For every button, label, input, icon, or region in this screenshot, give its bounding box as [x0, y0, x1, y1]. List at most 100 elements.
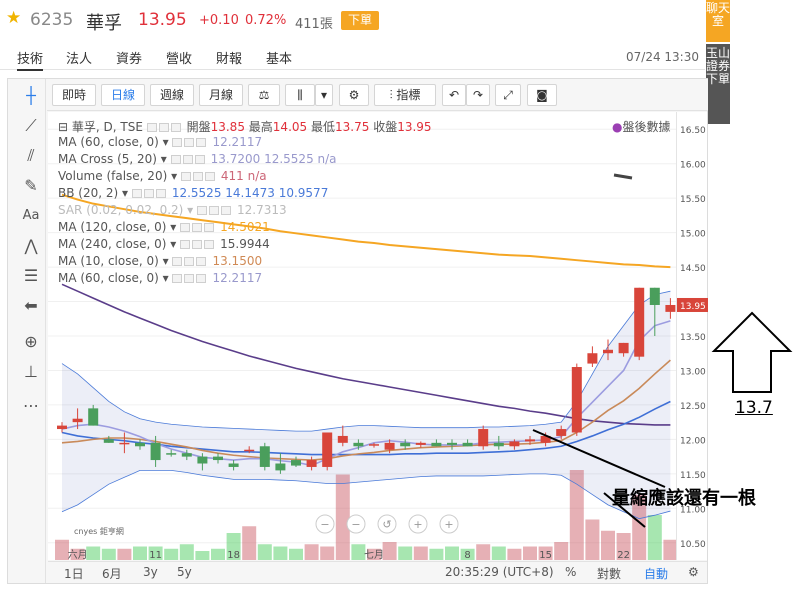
indicator-button-icon[interactable]: [143, 189, 154, 198]
pattern-icon[interactable]: ⋀: [24, 236, 38, 255]
indicator-button-icon[interactable]: [170, 155, 181, 164]
more-icon[interactable]: ⋯: [23, 396, 39, 415]
indicator-button-icon[interactable]: [131, 189, 142, 198]
text-tool-icon[interactable]: Aa: [22, 208, 40, 223]
indicator-button-icon[interactable]: [155, 189, 166, 198]
log-toggle[interactable]: 對數: [597, 567, 622, 581]
indicator-button-icon[interactable]: [172, 257, 183, 266]
tab-revenue[interactable]: 營收: [166, 52, 193, 67]
trendline-icon[interactable]: ⟋: [25, 116, 37, 135]
chatroom-link[interactable]: 聊天室: [706, 0, 730, 42]
indicator-button-icon[interactable]: [209, 206, 219, 215]
range-6m[interactable]: 6月: [102, 567, 122, 581]
chevron-down-icon[interactable]: ▾: [315, 84, 333, 106]
indicator-button-icon[interactable]: [221, 206, 231, 215]
low-label: 最低: [310, 120, 335, 134]
indicator-button-icon[interactable]: [204, 172, 215, 181]
bottom-gear-icon[interactable]: ⚙: [688, 565, 699, 579]
indicator-button-icon[interactable]: [184, 257, 195, 266]
volume-bar: [335, 474, 350, 560]
fibonacci-icon[interactable]: ☰: [23, 266, 39, 285]
legend-indicator-row[interactable]: SAR (0.02, 0.02, 0.2) ▾ 12.7313: [58, 203, 287, 217]
indicator-button-icon[interactable]: [180, 223, 191, 232]
indicator-button-icon[interactable]: [192, 240, 203, 249]
candle-type-icon[interactable]: ⫼: [285, 84, 315, 106]
brush-icon[interactable]: ✎: [24, 176, 38, 195]
legend-toggle-icon[interactable]: [146, 123, 157, 132]
chart-pane[interactable]: 六月1118七月815222cnyes 鉅亨網−−↺++: [48, 112, 705, 561]
after-market-label: 盤後數據: [622, 120, 671, 134]
indicator-button-icon[interactable]: [184, 274, 195, 283]
camera-icon[interactable]: ◙: [527, 84, 557, 106]
indicator-button[interactable]: ⫶ 指標: [374, 84, 436, 106]
price-axis[interactable]: 16.5016.0015.5015.0014.5014.0013.5013.00…: [676, 112, 708, 560]
percent-toggle[interactable]: %: [565, 565, 577, 579]
volume-bar: [663, 539, 678, 560]
indicator-button-icon[interactable]: [180, 240, 191, 249]
tab-basic[interactable]: 基本: [266, 52, 293, 67]
indicator-button-icon[interactable]: [196, 138, 207, 147]
y-tick-label: 13.00: [680, 367, 706, 377]
measure-icon[interactable]: ⊥: [24, 362, 38, 381]
indicator-button-icon[interactable]: [204, 223, 215, 232]
legend-indicator-row[interactable]: MA (240, close, 0) ▾ 15.9944: [58, 237, 270, 251]
indicator-button-icon[interactable]: [197, 206, 207, 215]
compare-icon[interactable]: ⚖: [248, 84, 280, 106]
tab-technical[interactable]: 技術: [17, 48, 44, 71]
daily-button[interactable]: 日線: [101, 84, 145, 106]
indicator-button-icon[interactable]: [204, 240, 215, 249]
crosshair-icon[interactable]: ┼: [26, 86, 36, 105]
legend-settings-icon[interactable]: [158, 123, 169, 132]
indicator-button-icon[interactable]: [196, 274, 207, 283]
candle-body: [337, 435, 348, 443]
volume-bar: [523, 546, 537, 560]
y-tick-label: 11.50: [680, 471, 706, 481]
indicator-button-icon[interactable]: [192, 172, 203, 181]
fullscreen-icon[interactable]: ⤢: [495, 84, 521, 106]
tab-margin[interactable]: 資券: [116, 52, 143, 67]
candle-body: [369, 444, 379, 446]
range-1d[interactable]: 1日: [64, 567, 84, 581]
order-button[interactable]: 下單: [341, 11, 379, 30]
undo-icon[interactable]: ↶: [442, 84, 466, 106]
indicator-button-icon[interactable]: [172, 138, 183, 147]
high-label: 最高: [248, 120, 273, 134]
legend-indicator-row[interactable]: BB (20, 2) ▾ 12.5525 14.1473 10.9577: [58, 186, 328, 200]
range-5y[interactable]: 5y: [177, 565, 192, 579]
legend-indicator-row[interactable]: MA (60, close, 0) ▾ 12.2117: [58, 271, 262, 285]
indicator-button-icon[interactable]: [194, 155, 205, 164]
volume-bar: [351, 544, 366, 560]
pitchfork-icon[interactable]: ⫽: [27, 146, 35, 165]
legend-indicator-row[interactable]: MA (60, close, 0) ▾ 12.2117: [58, 135, 262, 149]
indicator-button-icon[interactable]: [172, 274, 183, 283]
tab-financials[interactable]: 財報: [216, 52, 243, 67]
intraday-button[interactable]: 即時: [52, 84, 96, 106]
legend-close-icon[interactable]: [170, 123, 181, 132]
legend-indicator-row[interactable]: MA (120, close, 0) ▾ 14.5021: [58, 220, 270, 234]
weekly-button[interactable]: 週線: [150, 84, 194, 106]
indicator-button-icon[interactable]: [182, 155, 193, 164]
stock-name: 華孚: [86, 13, 122, 34]
star-icon[interactable]: ★: [6, 8, 22, 28]
arrow-left-icon[interactable]: ⬅: [24, 296, 38, 315]
legend-indicator-row[interactable]: Volume (false, 20) ▾ 411 n/a: [58, 169, 267, 183]
legend-indicator-row[interactable]: MA Cross (5, 20) ▾ 13.7200 12.5525 n/a: [58, 152, 337, 166]
tab-institutional[interactable]: 法人: [66, 52, 93, 67]
gear-icon[interactable]: ⚙: [339, 84, 369, 106]
indicator-button-icon[interactable]: [180, 172, 191, 181]
zoom-control-icon: −: [320, 518, 329, 531]
after-market-link[interactable]: ●盤後數據: [612, 118, 671, 135]
monthly-button[interactable]: 月線: [199, 84, 243, 106]
volume-bar: [647, 515, 662, 560]
zoom-in-icon[interactable]: ⊕: [24, 332, 38, 351]
legend-indicator-row[interactable]: MA (10, close, 0) ▾ 13.1500: [58, 254, 262, 268]
redo-icon[interactable]: ↷: [466, 84, 490, 106]
indicator-button-icon[interactable]: [184, 138, 195, 147]
broker-order-link[interactable]: 玉山證券下單: [706, 44, 730, 124]
indicator-button-icon[interactable]: [196, 257, 207, 266]
candle-body: [603, 349, 613, 354]
auto-toggle[interactable]: 自動: [644, 567, 669, 581]
collapse-icon[interactable]: ⊟: [58, 120, 69, 134]
range-3y[interactable]: 3y: [143, 565, 158, 579]
indicator-button-icon[interactable]: [192, 223, 203, 232]
